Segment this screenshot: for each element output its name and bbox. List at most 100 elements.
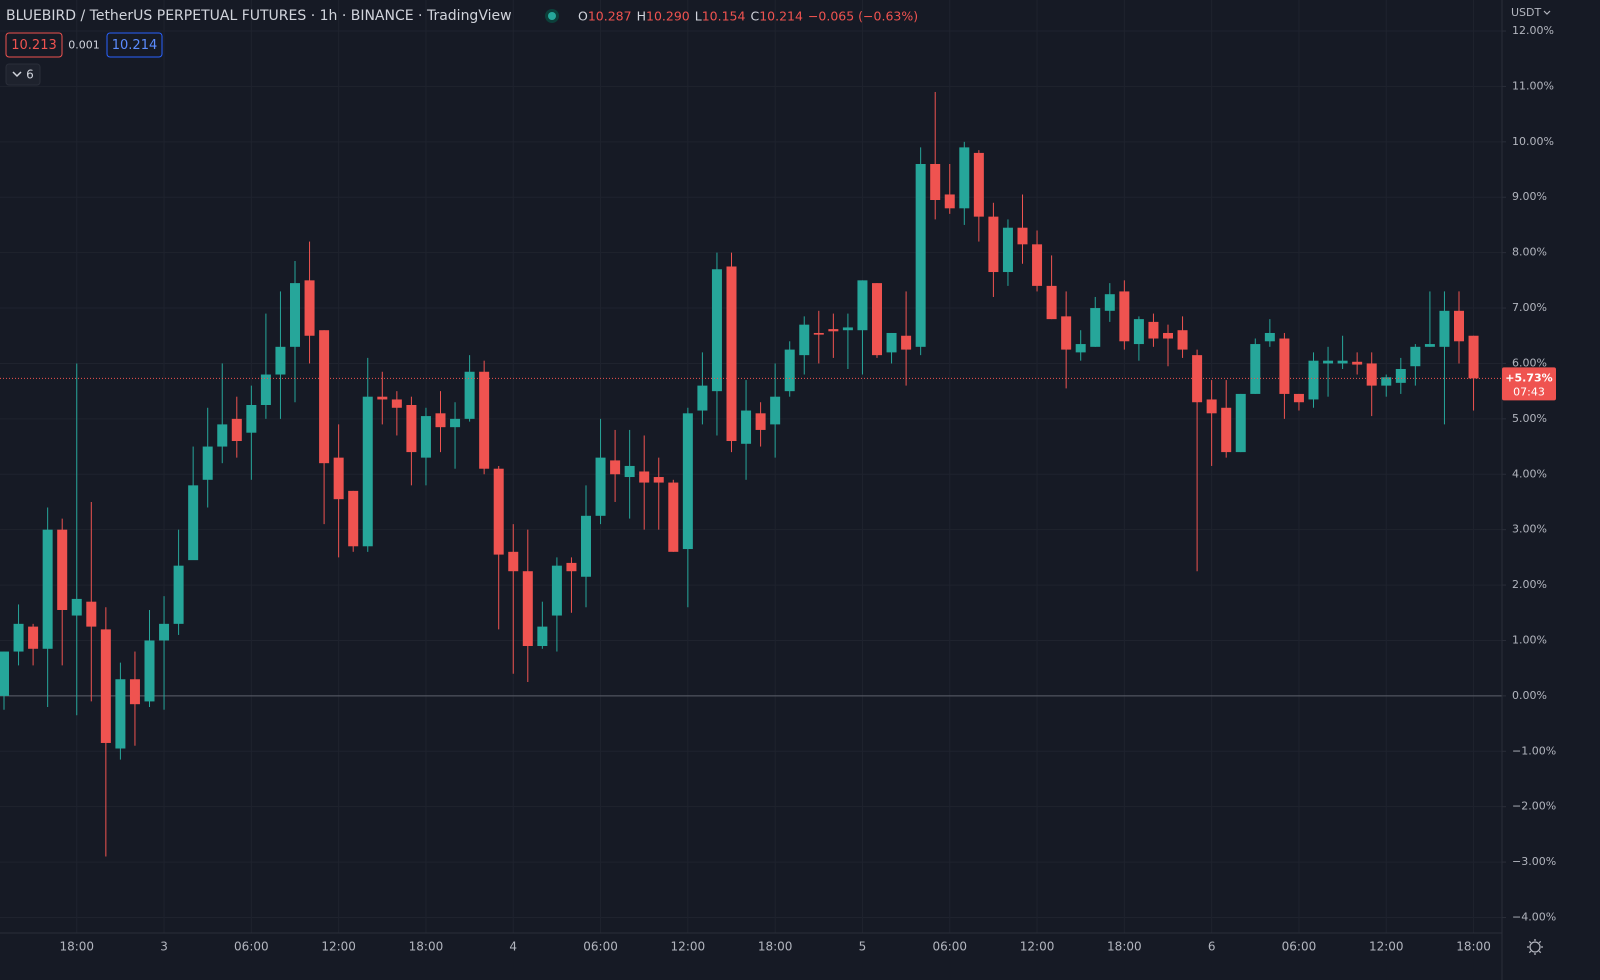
candle-body [129,679,140,705]
indicator-toggle[interactable] [5,63,41,86]
candle-body [188,485,199,561]
candle-body [28,626,39,649]
candle-body [479,371,490,469]
candle-body [1337,360,1348,364]
candle-body [348,490,359,547]
settings-icon[interactable] [1527,939,1543,955]
candle-body [842,327,853,331]
candle-body [435,413,446,428]
candle-body [391,399,402,408]
ohlc-open-label: O [578,9,588,24]
countdown-label: 07:43 [1513,385,1545,398]
candle-body [1323,360,1334,364]
candle-body [1075,344,1086,353]
candle-body [915,163,926,347]
candle-body [697,385,708,411]
candle-body [1133,319,1144,345]
chevron-icon[interactable] [12,71,22,78]
y-tick-label: 4.00% [1512,467,1547,480]
sell-box[interactable] [5,32,63,58]
candle-body [1177,330,1188,350]
gear[interactable] [1529,941,1541,953]
candle-body [711,269,722,392]
candle-body [231,418,242,442]
candle-body [450,418,461,428]
y-tick-label: 12.00% [1512,24,1554,37]
chart-title: BLUEBIRD / TetherUS PERPETUAL FUTURES · … [6,8,512,24]
candle-body [755,413,766,430]
ohlc-close-label: C [750,9,759,24]
sell-price[interactable]: 10.213 [11,38,57,53]
candle-body [828,329,839,332]
candle-body [726,266,737,442]
indicator-count[interactable]: 6 [26,68,34,82]
candle-body [1002,227,1013,273]
candle-body [508,551,519,572]
candle-body [0,651,9,696]
x-tick-label: 06:00 [932,940,967,954]
spread: 0.001 [68,39,100,52]
candle-body [173,565,184,624]
candle-body [362,396,373,547]
candle-body [202,446,213,480]
currency-chevron[interactable] [1543,10,1551,15]
x-tick-label: 12:00 [1369,940,1404,954]
candle-body [1279,338,1290,394]
buy-box[interactable] [106,32,163,58]
candle-body [901,335,912,350]
candle-body [682,413,693,550]
candle-body [304,280,315,336]
candle-body [1410,346,1421,367]
status-dot [548,12,556,20]
x-tick-label: 06:00 [583,940,618,954]
candle-body [217,424,228,447]
candle-body [1424,344,1435,347]
gear-spokes[interactable] [1527,939,1543,955]
y-tick-label: 2.00% [1512,578,1547,591]
y-tick-label: 8.00% [1512,246,1547,259]
candle-body [1061,316,1072,350]
candle-body [522,571,533,647]
y-tick-label: 7.00% [1512,301,1547,314]
x-tick-label: 18:00 [59,940,94,954]
candle-body [406,405,417,453]
candle-body [1221,407,1232,453]
candle-body [464,371,475,419]
candle-body [813,332,824,335]
y-tick-label: 11.00% [1512,79,1554,92]
candle-body [1148,321,1159,339]
candle-body [872,283,882,356]
candle-body [115,679,126,749]
candle-body [537,626,548,647]
y-tick-label: −2.00% [1512,800,1556,813]
x-tick-label: 4 [509,940,517,954]
candle-body [159,623,170,641]
y-tick-label: 9.00% [1512,190,1547,203]
candle-body [668,482,679,552]
candle-body [741,410,752,444]
x-tick-label: 06:00 [234,940,269,954]
candle-body [624,465,635,478]
candle-body [1104,294,1115,311]
buy-price[interactable]: 10.214 [112,38,158,53]
candle-body [1293,393,1304,403]
candle-body [290,283,300,347]
x-tick-label: 18:00 [1456,940,1491,954]
candle-body [493,468,504,555]
candle-body [551,565,562,616]
last-price-box [1502,367,1556,401]
candle-body [1381,377,1392,386]
ohlc-high-label: H [637,9,646,24]
ohlc-change: −0.065 (−0.63%) [808,9,918,24]
candle-body [1439,310,1450,347]
x-tick-label: 12:00 [1020,940,1055,954]
candle-body [319,330,330,464]
candle-body [1308,360,1319,400]
currency-selector[interactable]: USDT [1511,6,1542,19]
x-tick-label: 18:00 [758,940,793,954]
candle-body [1264,332,1275,342]
x-tick-label: 18:00 [409,940,444,954]
x-tick-label: 18:00 [1107,940,1142,954]
candle-body [566,562,577,572]
